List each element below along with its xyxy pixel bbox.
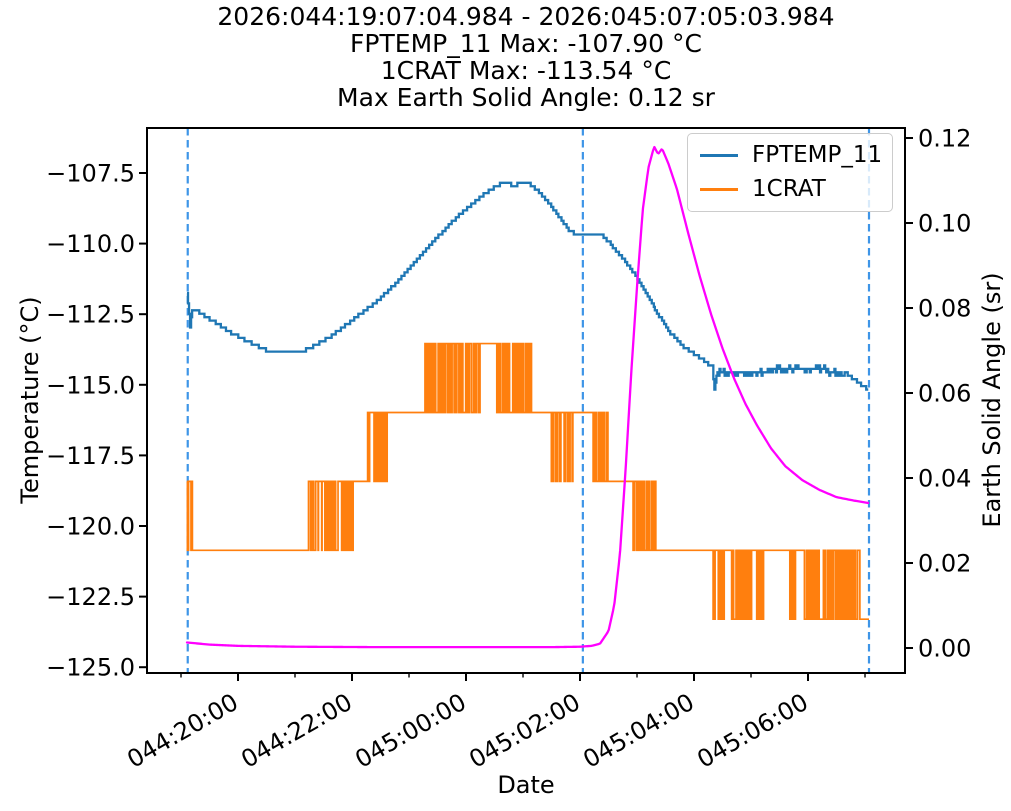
legend-line-sample-fptemp xyxy=(700,154,738,158)
solid-angle-line xyxy=(185,145,870,649)
legend-entry-crat: 1CRAT xyxy=(688,175,892,202)
legend-label-crat: 1CRAT xyxy=(752,175,826,202)
chart-title-block: 2026:044:19:07:04.984 - 2026:045:07:05:0… xyxy=(41,3,1011,111)
x-tick-label: 045:06:00 xyxy=(692,688,813,774)
legend-label-fptemp: FPTEMP_11 xyxy=(752,142,883,169)
y-left-tick-label: −112.5 xyxy=(46,301,135,329)
x-tick-label: 044:20:00 xyxy=(122,688,243,774)
x-tick-label: 044:22:00 xyxy=(236,688,357,774)
fptemp11-line xyxy=(186,181,869,391)
y-left-tick-label: −117.5 xyxy=(46,442,135,470)
legend-line-sample-crat xyxy=(700,187,738,191)
x-tick-label: 045:02:00 xyxy=(464,688,585,774)
y-right-tick-label: 0.04 xyxy=(918,465,971,493)
y-right-tick-label: 0.02 xyxy=(918,550,971,578)
y-right-tick-label: 0.12 xyxy=(918,125,971,153)
x-tick-label: 045:04:00 xyxy=(578,688,699,774)
y-left-tick-label: −122.5 xyxy=(46,583,135,611)
x-axis-label: Date xyxy=(497,771,555,799)
y-left-tick-label: −125.0 xyxy=(46,654,135,682)
y-axis-label-left: Temperature (°C) xyxy=(16,296,44,504)
crat-line xyxy=(186,342,869,621)
x-tick-label: 045:00:00 xyxy=(350,688,471,774)
title-crat-max: 1CRAT Max: -113.54 °C xyxy=(380,56,672,85)
y-right-tick-label: 0.06 xyxy=(918,380,971,408)
y-right-tick-label: 0.10 xyxy=(918,210,971,238)
legend: FPTEMP_11 1CRAT xyxy=(687,133,893,212)
legend-entry-fptemp: FPTEMP_11 xyxy=(688,144,892,167)
y-axis-label-right: Earth Solid Angle (sr) xyxy=(978,272,1006,528)
y-right-tick-label: 0.08 xyxy=(918,295,971,323)
y-left-tick-label: −110.0 xyxy=(46,230,135,258)
y-left-tick-label: −120.0 xyxy=(46,513,135,541)
y-right-tick-label: 0.00 xyxy=(918,635,971,663)
y-left-tick-label: −115.0 xyxy=(46,371,135,399)
y-left-tick-label: −107.5 xyxy=(46,159,135,187)
title-solid-angle-max: Max Earth Solid Angle: 0.12 sr xyxy=(337,83,715,112)
plot-spines xyxy=(146,127,906,674)
title-date-range: 2026:044:19:07:04.984 - 2026:045:07:05:0… xyxy=(217,2,835,31)
title-fptemp-max: FPTEMP_11 Max: -107.90 °C xyxy=(350,29,702,58)
